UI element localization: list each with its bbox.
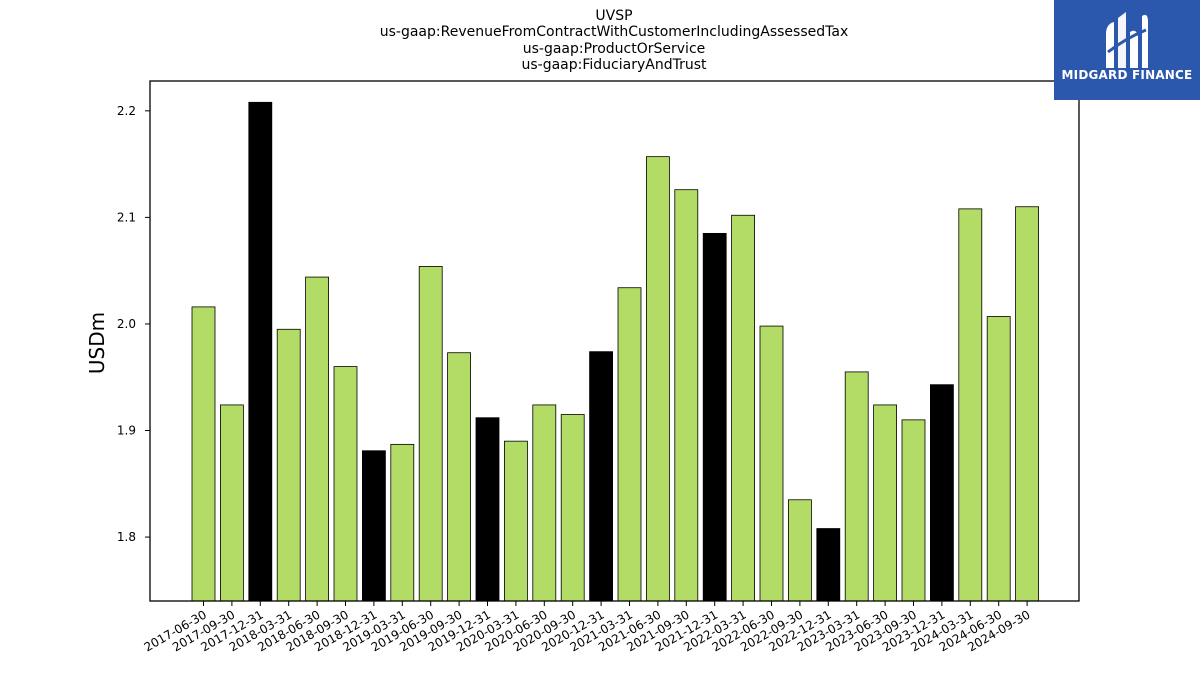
bar-2022-12-31 (816, 528, 841, 602)
bar-2017-12-31 (248, 101, 273, 602)
bar-2020-03-31 (503, 440, 528, 602)
bar-2021-09-30 (674, 189, 699, 602)
brand-logo-text: MIDGARD FINANCE (1061, 68, 1193, 82)
y-tick-label: 1.9 (117, 424, 136, 438)
bar-2021-06-30 (646, 156, 670, 602)
bar-2019-12-31 (475, 417, 500, 602)
plot-frame (149, 80, 1080, 602)
bar-2022-09-30 (788, 499, 812, 602)
bar-2024-03-31 (958, 208, 983, 602)
bar-2023-03-31 (844, 371, 869, 602)
chart-title-line-2: us-gaap:RevenueFromContractWithCustomerI… (380, 24, 849, 40)
bar-2023-12-31 (930, 384, 954, 602)
bar-2020-12-31 (589, 351, 613, 602)
bar-2020-06-30 (532, 404, 557, 602)
midgard-logo-icon (1106, 12, 1148, 69)
bar-2020-09-30 (560, 414, 585, 602)
bar-2017-09-30 (219, 404, 244, 602)
y-tick-label: 2.0 (117, 317, 136, 331)
chart-title-line-4: us-gaap:FiduciaryAndTrust (521, 57, 707, 73)
y-tick-label: 2.2 (117, 104, 136, 118)
y-axis-label: USDm (85, 312, 109, 374)
chart-title-line-3: us-gaap:ProductOrService (523, 41, 706, 57)
bar-2019-03-31 (390, 443, 415, 602)
bar-2023-06-30 (873, 404, 897, 602)
bar-2022-03-31 (731, 214, 755, 602)
bar-2018-12-31 (361, 450, 386, 602)
bar-2019-09-30 (447, 352, 472, 602)
chart-title-line-1: UVSP (595, 8, 632, 24)
x-axis-ticks: 2017-06-302017-09-302017-12-312018-03-31… (142, 601, 1033, 654)
y-tick-label: 2.1 (117, 210, 136, 224)
y-axis-ticks: 1.8 1.9 2.0 2.1 2.2 (117, 104, 150, 544)
bar-2021-12-31 (702, 232, 727, 602)
bar-2024-06-30 (986, 316, 1011, 602)
bars-group (191, 101, 1039, 602)
bar-2019-06-30 (418, 266, 443, 602)
bar-2018-03-31 (276, 328, 301, 602)
chart-title: UVSP us-gaap:RevenueFromContractWithCust… (380, 8, 849, 73)
brand-logo: MIDGARD FINANCE (1054, 0, 1200, 100)
bar-2022-06-30 (759, 325, 784, 602)
y-tick-label: 1.8 (117, 530, 136, 544)
bar-2023-09-30 (901, 419, 926, 602)
bar-2018-06-30 (305, 276, 330, 602)
bar-2024-09-30 (1015, 206, 1039, 602)
bar-2021-03-31 (617, 287, 642, 602)
bar-2017-06-30 (191, 306, 216, 602)
bar-2018-09-30 (333, 366, 358, 602)
